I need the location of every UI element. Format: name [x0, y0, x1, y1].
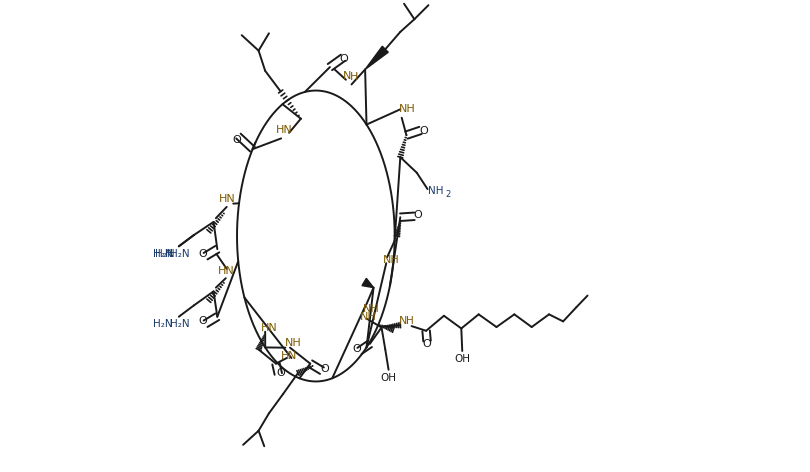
Text: N: N	[343, 71, 351, 82]
Text: O: O	[339, 54, 348, 64]
Text: NH: NH	[428, 186, 444, 196]
Polygon shape	[362, 278, 373, 287]
Text: O: O	[320, 364, 329, 374]
Text: H₂N: H₂N	[170, 249, 190, 259]
Text: H: H	[406, 316, 414, 327]
Text: NH: NH	[285, 338, 301, 348]
Text: NH: NH	[363, 303, 380, 314]
Text: O: O	[198, 316, 207, 327]
Text: HN: HN	[219, 266, 235, 276]
Text: HN: HN	[220, 194, 236, 204]
Text: O: O	[276, 368, 285, 378]
Text: H₂N: H₂N	[156, 249, 175, 259]
Text: H₂N: H₂N	[153, 249, 173, 259]
Text: O: O	[414, 210, 423, 220]
Text: HN: HN	[261, 323, 277, 333]
Text: H: H	[350, 72, 359, 83]
Text: OH: OH	[381, 373, 397, 383]
Text: HN: HN	[276, 126, 292, 135]
Text: OH: OH	[454, 354, 471, 364]
Text: O: O	[352, 344, 361, 354]
Text: 2: 2	[445, 190, 450, 199]
Text: NH: NH	[399, 104, 416, 114]
Polygon shape	[365, 46, 388, 69]
Text: O: O	[423, 339, 432, 349]
Text: O: O	[420, 126, 428, 136]
Text: H: H	[281, 351, 289, 361]
Text: O: O	[232, 135, 241, 145]
Text: N: N	[288, 351, 296, 361]
Text: NH: NH	[360, 312, 377, 322]
Text: NH: NH	[382, 255, 399, 265]
Text: H₂N: H₂N	[153, 319, 173, 329]
Text: O: O	[198, 249, 207, 259]
Text: H: H	[165, 249, 173, 259]
Text: H₂N: H₂N	[170, 319, 190, 329]
Text: N: N	[399, 316, 407, 327]
